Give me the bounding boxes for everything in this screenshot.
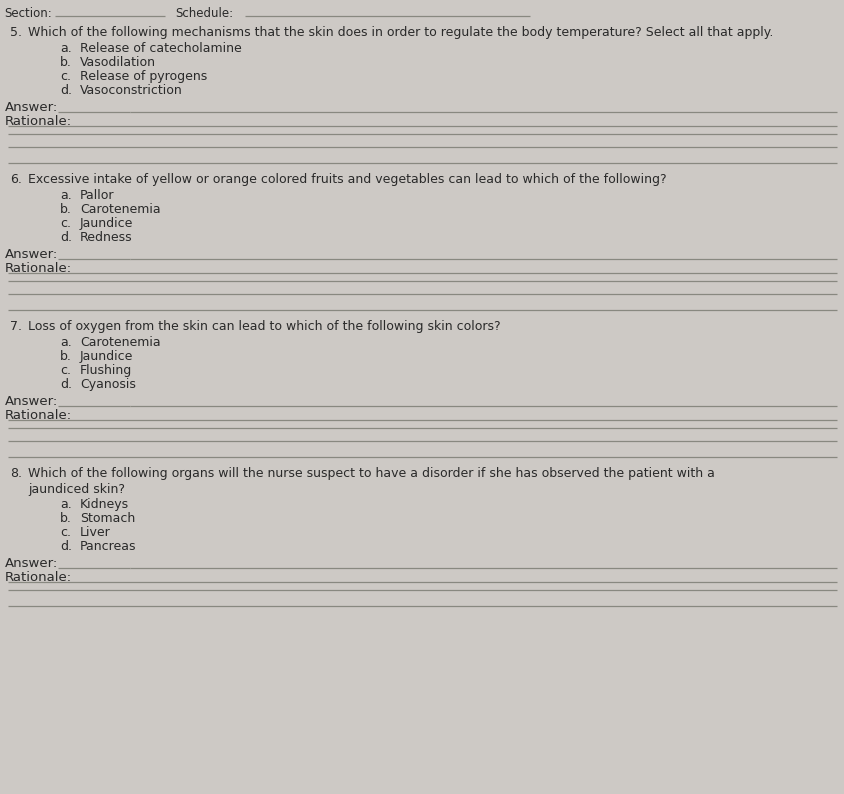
Text: Pancreas: Pancreas — [80, 540, 137, 553]
Text: b.: b. — [60, 56, 72, 69]
Text: Flushing: Flushing — [80, 364, 133, 377]
Text: Jaundice: Jaundice — [80, 350, 133, 363]
Text: Kidneys: Kidneys — [80, 498, 129, 511]
Text: c.: c. — [60, 364, 71, 377]
Text: Carotenemia: Carotenemia — [80, 203, 160, 216]
Text: Rationale:: Rationale: — [5, 571, 72, 584]
Text: Pallor: Pallor — [80, 189, 115, 202]
Text: 5.: 5. — [10, 26, 22, 39]
Text: Cyanosis: Cyanosis — [80, 378, 136, 391]
Text: Vasodilation: Vasodilation — [80, 56, 156, 69]
Text: Carotenemia: Carotenemia — [80, 336, 160, 349]
Text: a.: a. — [60, 189, 72, 202]
Text: Which of the following mechanisms that the skin does in order to regulate the bo: Which of the following mechanisms that t… — [28, 26, 772, 39]
Text: d.: d. — [60, 84, 72, 97]
Text: c.: c. — [60, 217, 71, 230]
Text: d.: d. — [60, 231, 72, 244]
Text: d.: d. — [60, 378, 72, 391]
Text: b.: b. — [60, 203, 72, 216]
Text: Loss of oxygen from the skin can lead to which of the following skin colors?: Loss of oxygen from the skin can lead to… — [28, 320, 500, 333]
Text: b.: b. — [60, 512, 72, 525]
Text: Excessive intake of yellow or orange colored fruits and vegetables can lead to w: Excessive intake of yellow or orange col… — [28, 173, 666, 186]
Text: d.: d. — [60, 540, 72, 553]
Text: Rationale:: Rationale: — [5, 115, 72, 128]
Text: Release of pyrogens: Release of pyrogens — [80, 70, 207, 83]
Text: Redness: Redness — [80, 231, 133, 244]
Text: Liver: Liver — [80, 526, 111, 539]
Text: Answer:: Answer: — [5, 101, 58, 114]
Text: a.: a. — [60, 498, 72, 511]
Text: Release of catecholamine: Release of catecholamine — [80, 42, 241, 55]
Text: jaundiced skin?: jaundiced skin? — [28, 483, 125, 496]
Text: Answer:: Answer: — [5, 557, 58, 570]
Text: Jaundice: Jaundice — [80, 217, 133, 230]
Text: Answer:: Answer: — [5, 248, 58, 261]
Text: c.: c. — [60, 526, 71, 539]
Text: a.: a. — [60, 336, 72, 349]
Text: a.: a. — [60, 42, 72, 55]
Text: 7.: 7. — [10, 320, 22, 333]
Text: b.: b. — [60, 350, 72, 363]
Text: 8.: 8. — [10, 467, 22, 480]
Text: Section:: Section: — [4, 7, 51, 20]
Text: Which of the following organs will the nurse suspect to have a disorder if she h: Which of the following organs will the n… — [28, 467, 714, 480]
Text: Rationale:: Rationale: — [5, 409, 72, 422]
Text: Rationale:: Rationale: — [5, 262, 72, 275]
Text: Schedule:: Schedule: — [175, 7, 233, 20]
Text: Stomach: Stomach — [80, 512, 135, 525]
Text: Vasoconstriction: Vasoconstriction — [80, 84, 182, 97]
Text: Answer:: Answer: — [5, 395, 58, 408]
Text: 6.: 6. — [10, 173, 22, 186]
Text: c.: c. — [60, 70, 71, 83]
